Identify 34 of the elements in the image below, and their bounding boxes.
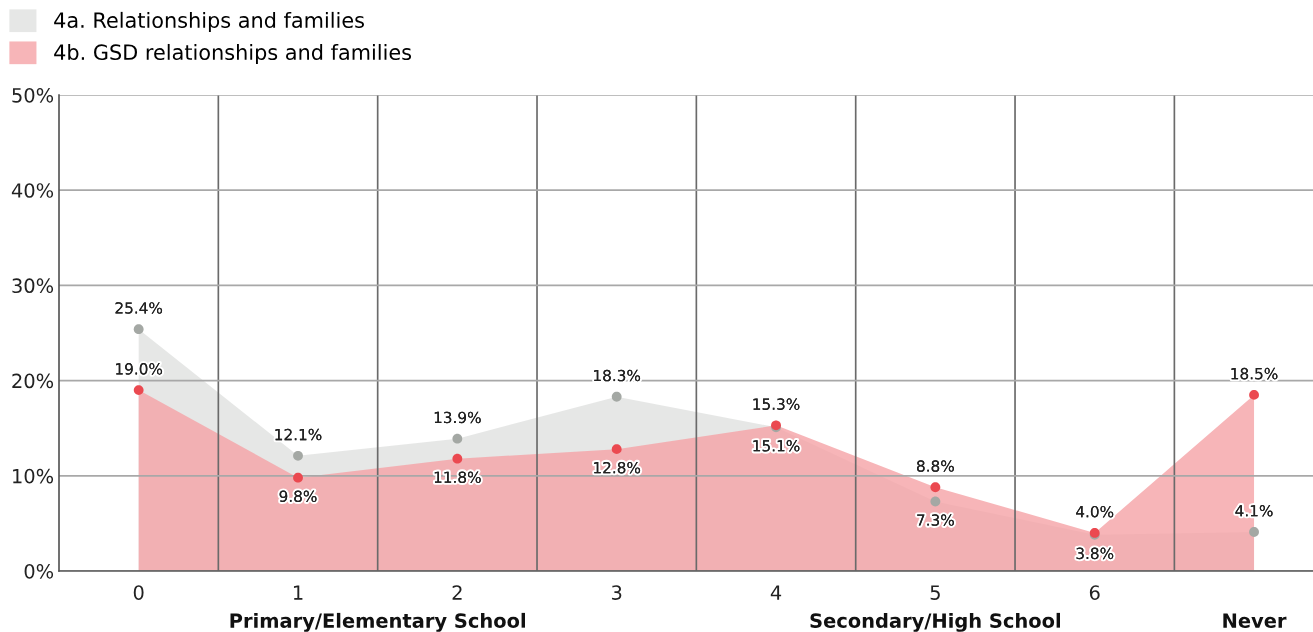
data-label: 15.1% (753, 440, 800, 452)
data-label: 13.9% (434, 411, 481, 424)
data-label: 19.0% (116, 363, 163, 375)
data-label: 7.3% (917, 514, 954, 526)
data-label: 3.8% (1076, 547, 1114, 560)
text: Secondary/High School (810, 612, 1061, 632)
y-tick-label: 20% (12, 373, 54, 389)
y-tick-label: 10% (13, 468, 54, 484)
x-tick-label: 5 (930, 585, 940, 600)
y-tick-label: 30% (12, 278, 54, 294)
x-tick-label: 4 (770, 585, 782, 600)
y-tick-label: 0% (24, 563, 54, 579)
x-tick-label: 3 (611, 585, 622, 600)
data-label: 15.3% (753, 398, 800, 410)
text: Primary/Elementary School (230, 612, 525, 632)
data-label: 11.8% (434, 471, 481, 483)
x-tick-label: 6 (1089, 585, 1100, 600)
y-tick-label: 40% (11, 183, 54, 198)
data-label: 9.8% (279, 490, 317, 503)
y-tick-label: 50% (12, 87, 54, 103)
x-tick-label: 2 (452, 585, 462, 600)
data-label: 8.8% (917, 460, 954, 472)
data-label: 25.4% (115, 302, 163, 314)
legend-label: 4b. GSD relationships and families (54, 43, 412, 65)
data-label: 12.1% (275, 428, 322, 441)
data-label: 12.8% (594, 461, 641, 474)
x-tick-label: 1 (293, 585, 303, 600)
legend-label: 4a. Relationships and families (54, 11, 364, 33)
data-label: 18.3% (594, 369, 641, 382)
x-tick-label: 0 (133, 585, 144, 600)
data-label: 4.0% (1076, 505, 1114, 518)
data-label: 18.5% (1231, 367, 1278, 380)
text: Never (1223, 613, 1287, 628)
data-label: 4.1% (1235, 504, 1273, 517)
